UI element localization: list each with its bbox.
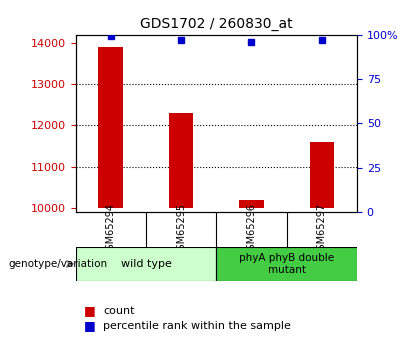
- Bar: [76, 247, 216, 281]
- Text: ■: ■: [84, 319, 96, 333]
- Text: count: count: [103, 306, 134, 315]
- Bar: [310, 142, 334, 208]
- Text: genotype/variation: genotype/variation: [8, 259, 108, 269]
- Text: GSM65297: GSM65297: [317, 203, 327, 256]
- Bar: [169, 113, 194, 208]
- Text: phyA phyB double
mutant: phyA phyB double mutant: [239, 253, 334, 275]
- Bar: [239, 200, 264, 208]
- Text: percentile rank within the sample: percentile rank within the sample: [103, 321, 291, 331]
- Text: wild type: wild type: [121, 259, 171, 269]
- Bar: [98, 47, 123, 208]
- Text: GSM65295: GSM65295: [176, 203, 186, 256]
- Text: GSM65296: GSM65296: [247, 203, 257, 256]
- Bar: [216, 247, 357, 281]
- Text: ■: ■: [84, 304, 96, 317]
- Title: GDS1702 / 260830_at: GDS1702 / 260830_at: [140, 17, 293, 31]
- Text: GSM65294: GSM65294: [106, 203, 116, 256]
